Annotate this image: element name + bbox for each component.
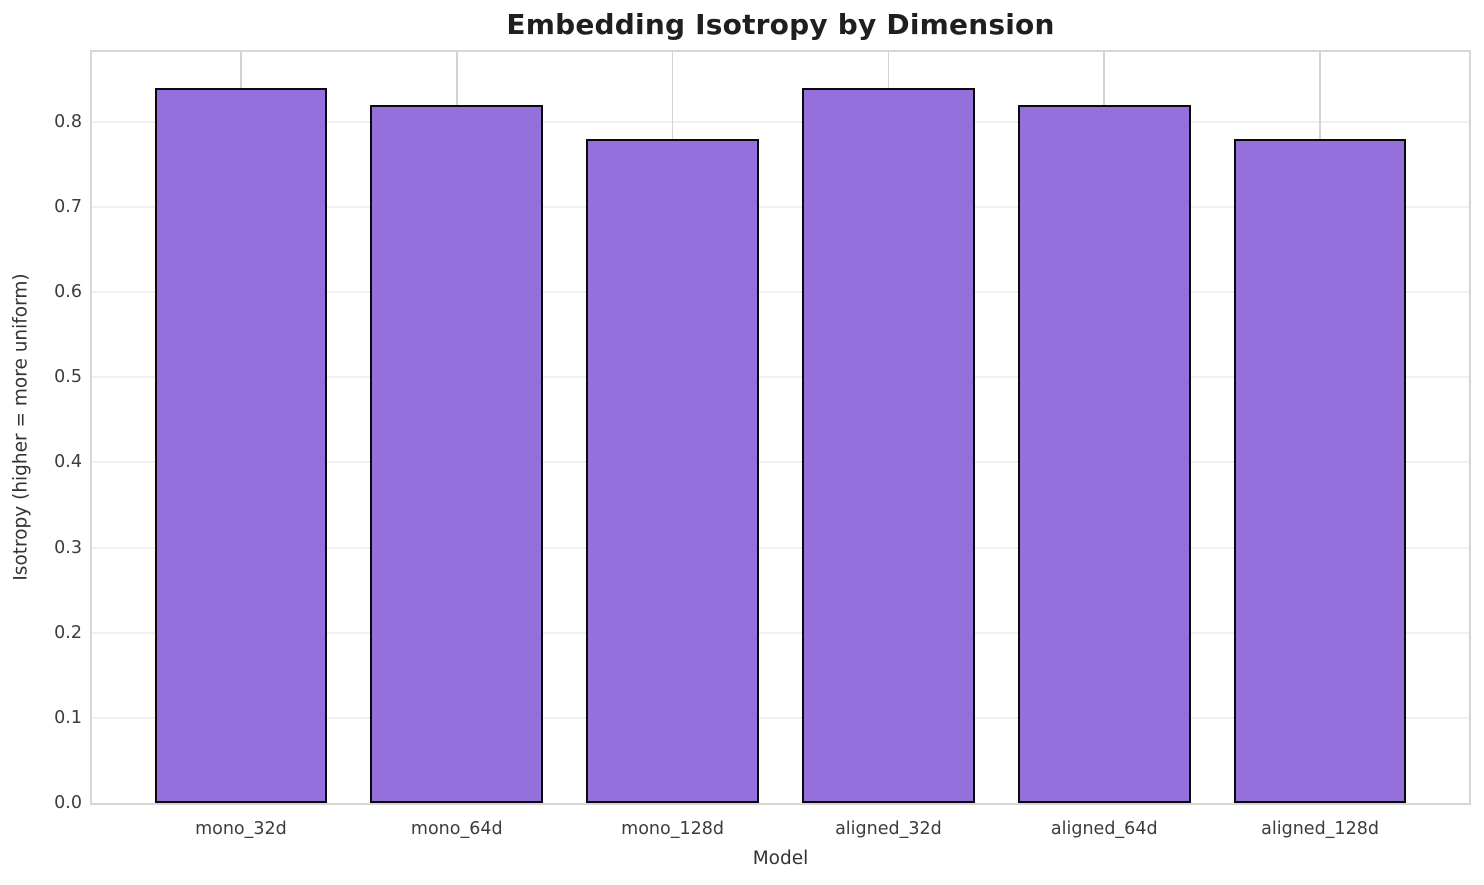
h-gridline	[92, 716, 1469, 719]
x-tick-label: mono_64d	[410, 819, 503, 839]
h-gridline	[92, 546, 1469, 549]
x-axis-label: Model	[752, 848, 809, 869]
y-axis-label: Isotropy (higher = more uniform)	[10, 273, 32, 581]
h-gridline	[92, 120, 1469, 123]
h-gridline	[92, 461, 1469, 464]
h-gridline	[92, 291, 1469, 294]
x-tick-label: mono_32d	[195, 819, 287, 839]
bar-aligned_32d	[802, 87, 975, 803]
y-tick-label: 0.8	[54, 111, 82, 132]
bar-mono_128d	[586, 138, 759, 803]
h-gridline	[92, 205, 1469, 208]
y-tick-label: 0.6	[54, 282, 82, 303]
bar-mono_64d	[370, 104, 544, 803]
x-tick-label: aligned_64d	[1050, 819, 1158, 839]
x-tick-label: aligned_128d	[1261, 819, 1379, 839]
chart-title: Embedding Isotropy by Dimension	[506, 8, 1055, 41]
y-tick-label: 0.5	[54, 367, 82, 388]
y-tick-label: 0.0	[54, 793, 82, 813]
plot-area	[90, 50, 1471, 805]
x-tick-label: aligned_32d	[835, 819, 942, 839]
x-tick-label: mono_128d	[621, 819, 724, 839]
y-tick-label: 0.3	[54, 537, 82, 558]
y-tick-label: 0.7	[54, 196, 82, 217]
y-tick-label: 0.1	[54, 707, 82, 728]
y-tick-label: 0.2	[54, 622, 82, 643]
h-gridline	[92, 631, 1469, 634]
bar-mono_32d	[154, 87, 328, 803]
h-gridline	[92, 376, 1469, 379]
bar-aligned_64d	[1017, 104, 1191, 803]
bar-aligned_128d	[1233, 138, 1407, 803]
y-tick-label: 0.4	[54, 452, 82, 473]
